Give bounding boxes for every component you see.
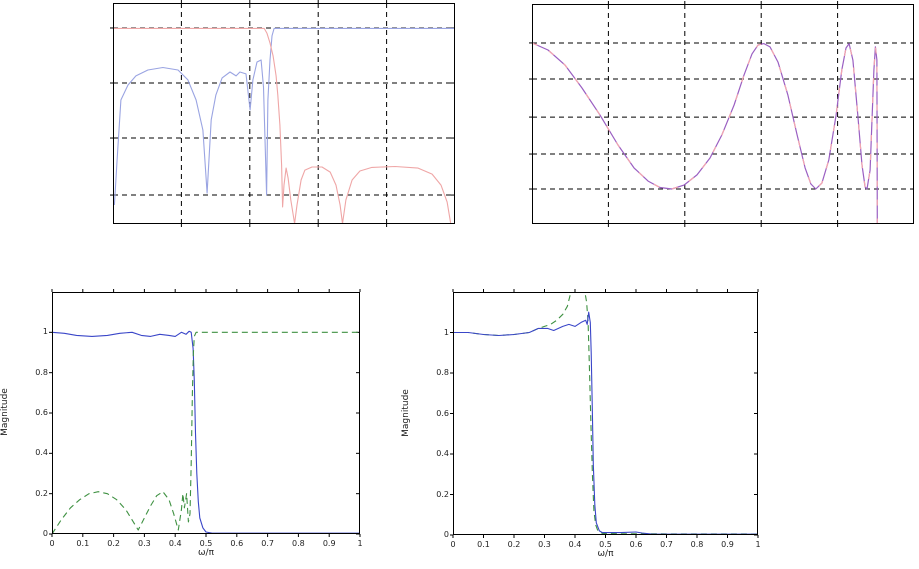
plot-canvas-top-right — [529, 1, 914, 227]
x-tick-label: 0.2 — [107, 539, 120, 548]
y-tick-label: 0.2 — [436, 489, 449, 499]
plot-canvas-bottom-right — [450, 289, 759, 538]
x-tick-label: 0.5 — [199, 539, 213, 548]
y-tick-label: 0.6 — [436, 408, 449, 418]
x-axis-label: ω/π — [198, 548, 214, 558]
x-tick-label: 1 — [755, 540, 761, 549]
x-tick-label: 0.4 — [168, 539, 182, 548]
x-tick-label: 0 — [49, 539, 55, 548]
x-tick-label: 1 — [357, 539, 363, 548]
x-tick-label: 0.7 — [261, 539, 274, 548]
plot-canvas-bottom-left — [49, 289, 361, 537]
x-tick-label: 0.4 — [568, 540, 582, 549]
x-tick-label: 0 — [450, 540, 456, 549]
x-tick-label: 0.6 — [629, 540, 643, 549]
y-tick-label: 0.6 — [35, 408, 48, 417]
plot-canvas-top-left — [110, 0, 455, 227]
y-tick-label: 1 — [42, 327, 48, 337]
plot-bottom-left: Magnitude ω/π 0 0.1 0.2 0.3 0.4 0.5 0.6 0.7 0.8 0… — [0, 289, 363, 558]
y-tick-label: 0.2 — [35, 488, 48, 498]
x-tick-label: 0.7 — [660, 540, 673, 549]
y-tick-label: 1 — [443, 327, 449, 337]
y-tick-label: 0 — [42, 529, 48, 538]
x-tick-label: 0.1 — [477, 540, 490, 549]
y-axis-label: Magnitude — [0, 388, 10, 436]
x-tick-label: 0.9 — [322, 539, 336, 548]
x-tick-label: 0.3 — [538, 540, 551, 549]
y-tick-label: 0.4 — [35, 448, 48, 458]
y-tick-label: 0.4 — [436, 449, 449, 458]
x-tick-label: 0.6 — [230, 539, 244, 548]
x-tick-label: 0.9 — [721, 540, 734, 549]
x-tick-label: 0.8 — [690, 540, 704, 549]
y-axis-label: Magnitude — [401, 388, 411, 437]
x-axis-label: ω/π — [597, 549, 614, 559]
x-tick-label: 0.8 — [292, 539, 305, 548]
y-tick-label: 0 — [443, 530, 449, 539]
plot-bottom-right: Magnitude ω/π 0 0.1 0.2 0.3 0.4 0.5 0.6 0.7 0.8 0… — [401, 289, 761, 559]
plot-top-right — [529, 1, 914, 227]
x-tick-label: 0.5 — [599, 540, 612, 549]
plot-top-left — [110, 0, 455, 227]
x-tick-label: 0.2 — [507, 540, 521, 549]
y-tick-label: 0.8 — [35, 367, 48, 377]
x-tick-label: 0.3 — [138, 539, 151, 548]
y-tick-label: 0.8 — [436, 368, 449, 377]
x-tick-label: 0.1 — [76, 539, 90, 548]
